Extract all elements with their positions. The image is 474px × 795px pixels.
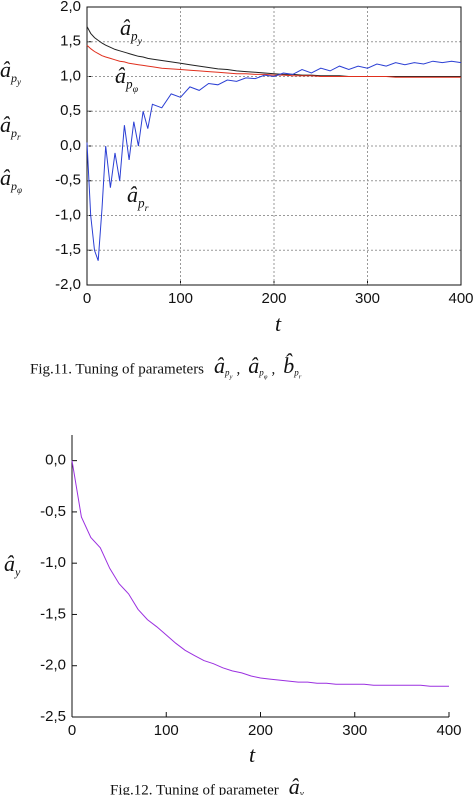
symbol-sub: p: [224, 367, 230, 377]
y-tick-label: -1,0: [55, 206, 81, 223]
symbol-sub: p: [130, 29, 138, 44]
x-tick-label: 400: [448, 290, 473, 307]
symbol-subsub: φ: [133, 84, 139, 95]
symbol-sub: y: [14, 565, 21, 579]
math-symbol: âpr: [127, 182, 149, 214]
series-line: [86, 44, 461, 78]
x-tick-label: 200: [261, 290, 286, 307]
x-axis-label: t: [249, 742, 256, 767]
y-tick-label: -0,5: [40, 503, 66, 520]
math-symbol: âpφ: [115, 63, 139, 95]
symbol-base: â: [214, 353, 225, 378]
math-symbol: âpy: [120, 15, 143, 47]
x-tick-label: 100: [154, 722, 179, 739]
x-tick-label: 0: [68, 722, 76, 739]
x-tick-label: 0: [83, 290, 91, 307]
symbol-subsub: y: [137, 36, 143, 47]
y-tick-label: -2,0: [40, 657, 66, 674]
caption: Fig.11. Tuning of parameters: [30, 361, 204, 377]
math-symbol: âpφ: [248, 353, 268, 380]
y-tick-label: 1,0: [60, 67, 81, 84]
x-tick-label: 300: [342, 722, 367, 739]
x-axis-label: t: [275, 311, 282, 336]
y-tick-label: 0,0: [45, 452, 66, 469]
caption-separator: ,: [272, 361, 276, 377]
symbol-base: â: [248, 353, 259, 378]
symbol-subsub: r: [299, 373, 302, 380]
y-tick-label: -0,5: [55, 172, 81, 189]
math-symbol: âpy: [214, 353, 233, 380]
symbol-base: â: [289, 774, 300, 795]
symbol-sub: p: [125, 77, 133, 92]
symbol-base: â: [127, 182, 138, 207]
symbol-subsub: φ: [17, 185, 22, 195]
math-symbol: âpy: [0, 57, 21, 87]
math-symbol: ây: [4, 551, 21, 579]
math-symbol: b̂pr: [283, 353, 302, 380]
y-tick-label: -2,5: [40, 708, 66, 725]
y-tick-label: 0,0: [60, 137, 81, 154]
symbol-sub: p: [10, 126, 17, 140]
y-tick-label: -1,5: [55, 241, 81, 258]
y-tick-label: 1,5: [60, 33, 81, 50]
caption: Fig.12. Tuning of parameter: [110, 782, 279, 795]
series-line: [86, 60, 462, 261]
symbol-sub: p: [258, 367, 264, 377]
x-tick-label: 400: [436, 722, 461, 739]
math-symbol: âpφ: [0, 165, 22, 195]
symbol-sub: p: [10, 71, 17, 85]
symbol-subsub: φ: [264, 373, 268, 380]
symbol-base: â: [120, 15, 131, 40]
y-tick-label: 2,0: [60, 0, 81, 15]
symbol-base: â: [4, 551, 15, 576]
symbol-subsub: r: [145, 203, 149, 214]
x-tick-label: 100: [168, 290, 193, 307]
symbol-sub: p: [293, 367, 299, 377]
y-tick-label: 0,5: [60, 102, 81, 119]
math-symbol: âpr: [0, 112, 21, 142]
caption-separator: ,: [237, 361, 241, 377]
x-tick-label: 200: [248, 722, 273, 739]
y-tick-label: -1,5: [40, 605, 66, 622]
symbol-base: â: [0, 57, 11, 82]
y-tick-label: -1,0: [40, 554, 66, 571]
symbol-subsub: r: [17, 132, 21, 142]
x-tick-label: 300: [355, 290, 380, 307]
symbol-subsub: y: [16, 77, 21, 87]
symbol-base: b̂: [283, 353, 294, 378]
symbol-base: â: [0, 165, 11, 190]
symbol-sub: p: [137, 196, 145, 211]
symbol-base: â: [0, 112, 11, 137]
symbol-subsub: y: [229, 373, 233, 380]
series-line: [71, 460, 449, 687]
symbol-sub: p: [10, 179, 17, 193]
symbol-base: â: [115, 63, 126, 88]
symbol-sub: y: [299, 788, 304, 795]
math-symbol: ây: [289, 774, 304, 795]
y-tick-label: -2,0: [55, 276, 81, 293]
